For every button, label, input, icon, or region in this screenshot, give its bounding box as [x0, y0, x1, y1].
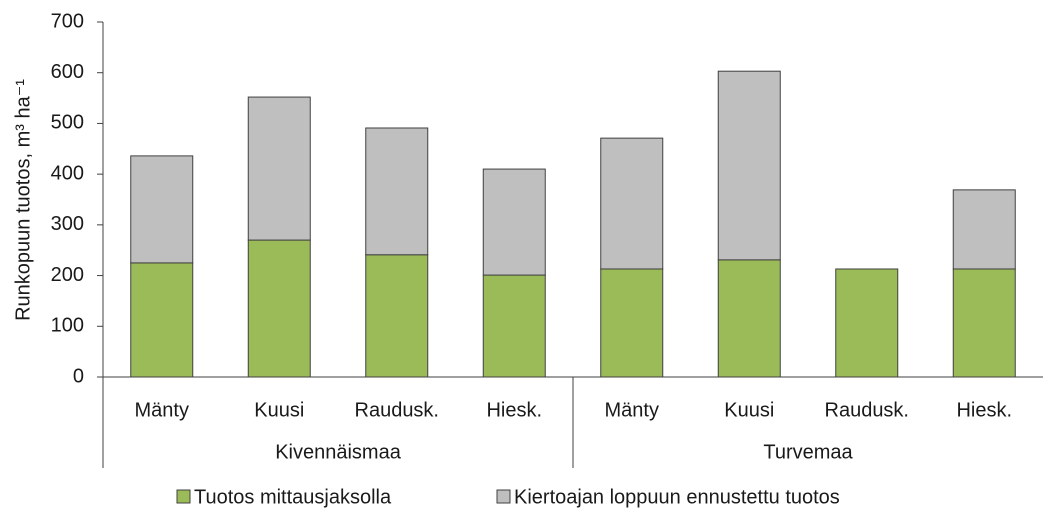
- legend-label: Tuotos mittausjaksolla: [194, 486, 392, 508]
- bar-segment: [952, 189, 1016, 270]
- x-tick-label: Mänty: [605, 399, 659, 421]
- y-tick-label: 500: [51, 112, 84, 134]
- bar-segment: [482, 168, 546, 276]
- y-axis-label: Runkopuun tuotos, m³ ha⁻¹: [12, 79, 34, 321]
- y-tick-label: 700: [51, 10, 84, 32]
- bar-segment: [130, 155, 194, 264]
- x-tick-label: Raudusk.: [825, 399, 910, 421]
- bar-segment: [835, 268, 899, 378]
- bar-segment: [600, 137, 664, 270]
- legend-swatch: [176, 489, 191, 504]
- x-tick-label: Raudusk.: [355, 399, 440, 421]
- bar-segment: [130, 262, 194, 378]
- bar-segment: [247, 96, 311, 241]
- x-tick-label: Kuusi: [254, 399, 304, 421]
- bar-segment: [717, 259, 781, 378]
- legend-swatch: [496, 489, 511, 504]
- bar-segment: [247, 239, 311, 378]
- bar-segment: [717, 70, 781, 261]
- group-label: Turvemaa: [763, 441, 853, 463]
- bar-segment: [365, 127, 429, 256]
- y-tick-label: 200: [51, 264, 84, 286]
- y-tick-label: 600: [51, 61, 84, 83]
- y-tick-label: 400: [51, 162, 84, 184]
- x-tick-label: Kuusi: [724, 399, 774, 421]
- bar-segment: [365, 254, 429, 378]
- bar-segment: [600, 268, 664, 378]
- bar-segment: [952, 268, 1016, 378]
- x-tick-label: Hiesk.: [956, 399, 1012, 421]
- y-tick-label: 100: [51, 315, 84, 337]
- x-tick-label: Mänty: [135, 399, 189, 421]
- legend-label: Kiertoajan loppuun ennustettu tuotos: [514, 486, 840, 508]
- x-tick-label: Hiesk.: [486, 399, 542, 421]
- bar-segment: [482, 274, 546, 378]
- y-tick-label: 0: [73, 365, 84, 387]
- y-tick-label: 300: [51, 213, 84, 235]
- group-label: Kivennäismaa: [275, 441, 402, 463]
